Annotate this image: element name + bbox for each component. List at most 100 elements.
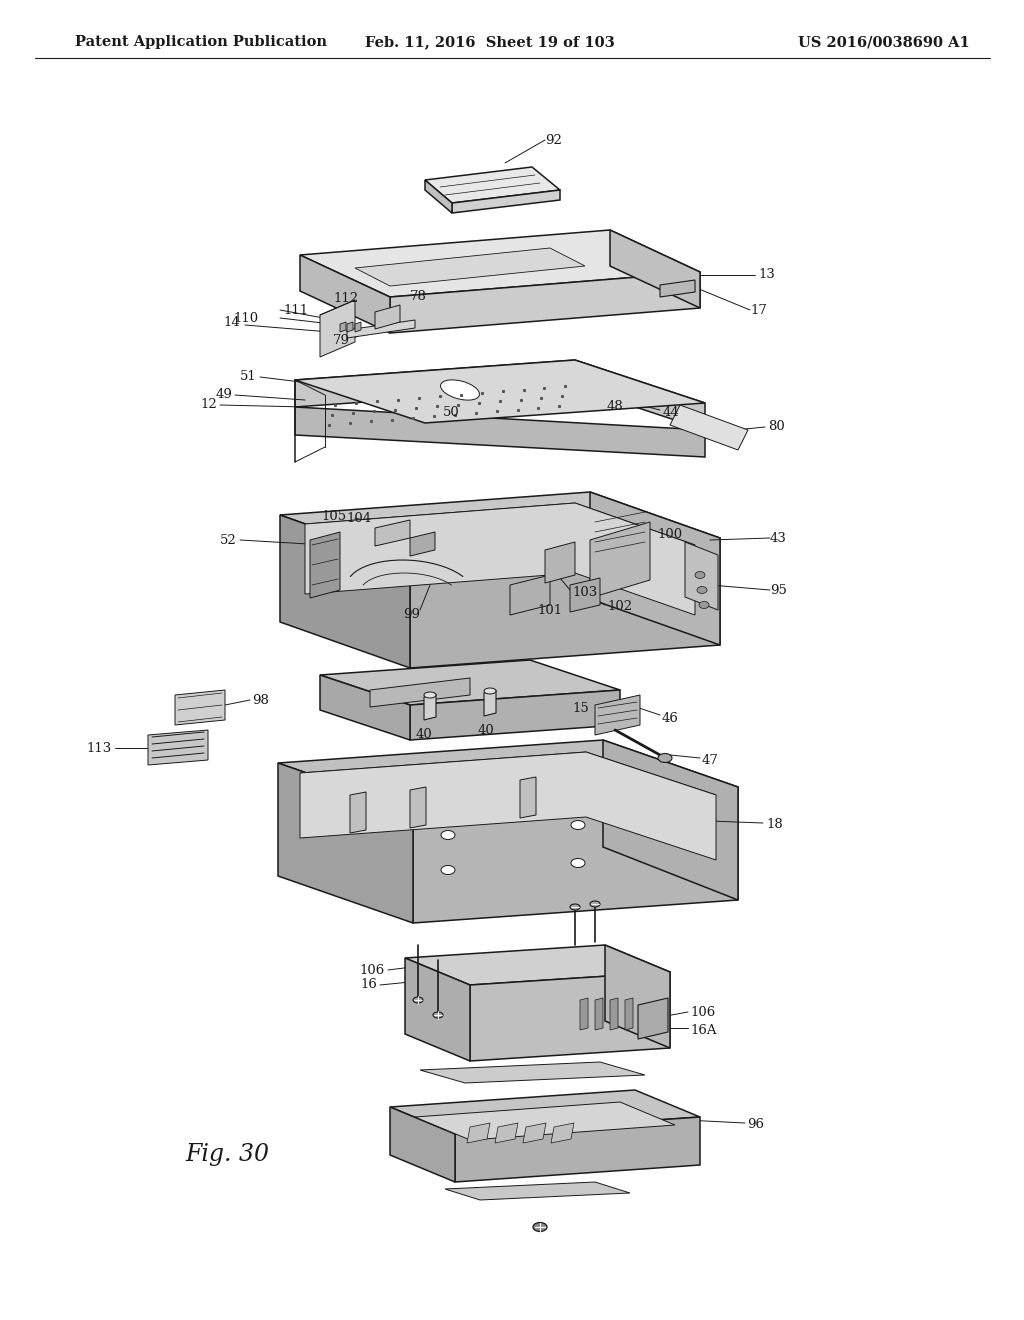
Polygon shape [305,503,695,566]
Polygon shape [300,752,716,818]
Polygon shape [406,945,670,985]
Polygon shape [595,696,640,735]
Text: 96: 96 [746,1118,764,1131]
Ellipse shape [440,380,479,400]
Polygon shape [305,503,695,615]
Polygon shape [355,322,361,333]
Text: 18: 18 [766,818,782,832]
Polygon shape [590,492,720,645]
Ellipse shape [697,586,707,594]
Polygon shape [295,407,705,457]
Text: 49: 49 [215,388,232,401]
Text: 52: 52 [220,533,237,546]
Polygon shape [590,521,650,598]
Polygon shape [638,998,668,1039]
Polygon shape [495,1123,518,1143]
Ellipse shape [413,997,423,1003]
Ellipse shape [571,821,585,829]
Polygon shape [570,578,600,612]
Polygon shape [319,660,620,705]
Ellipse shape [571,858,585,867]
Polygon shape [340,322,346,333]
Polygon shape [445,1181,630,1200]
Polygon shape [390,272,700,333]
Text: Fig. 30: Fig. 30 [185,1143,269,1167]
Polygon shape [319,675,410,741]
Polygon shape [175,690,225,725]
Polygon shape [415,1102,675,1140]
Polygon shape [319,300,355,356]
Text: 100: 100 [657,528,682,541]
Polygon shape [300,752,716,861]
Text: 105: 105 [322,510,347,523]
Ellipse shape [570,904,580,909]
Polygon shape [390,1107,455,1181]
Text: 16A: 16A [690,1023,717,1036]
Polygon shape [452,190,560,213]
Polygon shape [278,763,413,923]
Text: 13: 13 [758,268,775,281]
Ellipse shape [590,902,600,907]
Ellipse shape [534,1222,547,1232]
Polygon shape [300,255,390,333]
Polygon shape [595,998,603,1030]
Polygon shape [375,305,400,329]
Polygon shape [280,492,720,561]
Text: 17: 17 [750,304,767,317]
Text: 51: 51 [241,371,257,384]
Polygon shape [660,280,695,297]
Polygon shape [406,958,470,1061]
Polygon shape [425,168,560,203]
Text: 103: 103 [572,586,597,598]
Polygon shape [350,792,366,833]
Polygon shape [355,248,585,286]
Ellipse shape [433,1012,443,1018]
Text: 40: 40 [478,723,495,737]
Text: 50: 50 [443,407,460,420]
Polygon shape [520,777,536,818]
Text: 78: 78 [410,289,427,302]
Polygon shape [670,405,748,450]
Text: 43: 43 [770,532,786,544]
Polygon shape [605,945,670,1048]
Polygon shape [370,678,470,708]
Polygon shape [484,690,496,715]
Polygon shape [375,520,410,546]
Polygon shape [580,998,588,1030]
Polygon shape [278,741,738,810]
Text: 112: 112 [333,292,358,305]
Polygon shape [424,694,436,719]
Polygon shape [295,360,705,422]
Text: US 2016/0038690 A1: US 2016/0038690 A1 [799,36,970,49]
Polygon shape [148,730,208,766]
Text: 40: 40 [416,729,432,742]
Text: 46: 46 [662,711,679,725]
Text: 102: 102 [607,601,632,614]
Text: 80: 80 [768,421,784,433]
Ellipse shape [441,866,455,874]
Polygon shape [300,230,700,297]
Polygon shape [523,1123,546,1143]
Ellipse shape [484,688,496,694]
Text: 106: 106 [359,964,385,977]
Text: 92: 92 [545,133,562,147]
Polygon shape [610,998,618,1030]
Text: 99: 99 [403,609,420,622]
Polygon shape [347,322,353,333]
Polygon shape [603,741,738,900]
Polygon shape [685,543,718,610]
Text: 14: 14 [223,317,240,330]
Text: 113: 113 [87,742,112,755]
Text: 48: 48 [607,400,624,413]
Ellipse shape [699,602,709,609]
Polygon shape [410,539,720,668]
Text: Patent Application Publication: Patent Application Publication [75,36,327,49]
Ellipse shape [424,692,436,698]
Polygon shape [545,543,575,583]
Ellipse shape [441,830,455,840]
Polygon shape [280,515,410,668]
Polygon shape [625,998,633,1030]
Polygon shape [610,230,700,308]
Polygon shape [467,1123,490,1143]
Text: 101: 101 [537,603,562,616]
